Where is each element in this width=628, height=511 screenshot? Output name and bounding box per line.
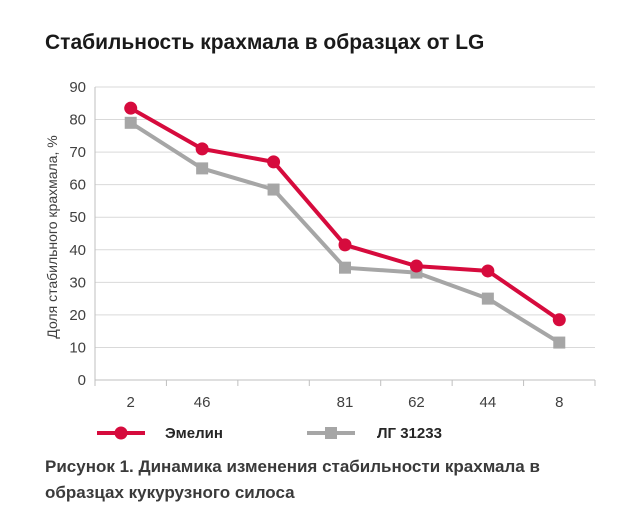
chart-title: Стабильность крахмала в образцах от LG — [45, 31, 485, 54]
x-tick-label: 2 — [127, 394, 135, 411]
data-point-1-1 — [124, 101, 138, 115]
legend-entry-1: Эмелин — [97, 425, 223, 442]
series-2 — [124, 116, 566, 349]
data-point-1-2 — [195, 142, 209, 156]
plot-series — [124, 101, 566, 349]
y-tick-labels: 0 10 20 30 40 50 60 70 80 90 — [69, 79, 86, 389]
line-chart: 0 10 20 30 40 50 60 70 80 90 2 46 81 62 44 8 Доля стаб… — [44, 79, 596, 442]
x-tick-label: 46 — [194, 394, 211, 411]
series-line-1 — [128, 106, 562, 322]
figure-caption: Рисунок 1. Динамика изменения стабильнос… — [45, 454, 540, 506]
y-tick-label: 50 — [69, 209, 86, 226]
series-line-2 — [128, 120, 562, 345]
y-tick-label: 30 — [69, 274, 86, 291]
legend-entry-2: ЛГ 31233 — [307, 425, 442, 442]
data-point-2-4 — [339, 261, 351, 274]
gridlines — [95, 86, 595, 348]
x-tick-labels: 2 46 81 62 44 8 — [127, 394, 564, 411]
series-1 — [124, 101, 566, 327]
data-point-1-4 — [338, 238, 352, 252]
data-point-1-5 — [409, 259, 423, 273]
y-tick-label: 70 — [69, 144, 86, 161]
x-tick-label: 44 — [480, 394, 497, 411]
legend-marker-2 — [325, 427, 337, 439]
data-point-1-7 — [552, 313, 566, 327]
y-tick-label: 20 — [69, 307, 86, 324]
data-point-2-2 — [196, 162, 209, 175]
y-tick-label: 0 — [78, 372, 86, 389]
legend-label-1: Эмелин — [165, 425, 223, 442]
y-tick-label: 60 — [69, 177, 86, 194]
legend-label-2: ЛГ 31233 — [377, 425, 442, 442]
legend: Эмелин ЛГ 31233 — [97, 425, 442, 442]
x-tick-label: 81 — [337, 394, 354, 411]
y-tick-label: 10 — [69, 339, 86, 356]
legend-marker-1 — [114, 426, 128, 440]
caption-line-2: образцах кукурузного силоса — [45, 483, 295, 502]
caption-line-1: Рисунок 1. Динамика изменения стабильнос… — [45, 457, 540, 476]
x-tick-label: 62 — [408, 394, 425, 411]
y-axis-label: Доля стабильного крахмала, % — [44, 135, 60, 338]
x-tick-label: 8 — [555, 394, 563, 411]
data-point-2-6 — [481, 292, 494, 305]
data-point-2-3 — [267, 183, 280, 196]
y-tick-label: 90 — [69, 79, 86, 96]
data-point-1-3 — [267, 155, 281, 169]
y-tick-label: 80 — [69, 112, 86, 129]
data-point-2-1 — [124, 116, 137, 129]
y-tick-label: 40 — [69, 242, 86, 259]
data-point-2-7 — [553, 336, 566, 349]
axes — [94, 87, 596, 386]
data-point-1-6 — [481, 264, 495, 278]
